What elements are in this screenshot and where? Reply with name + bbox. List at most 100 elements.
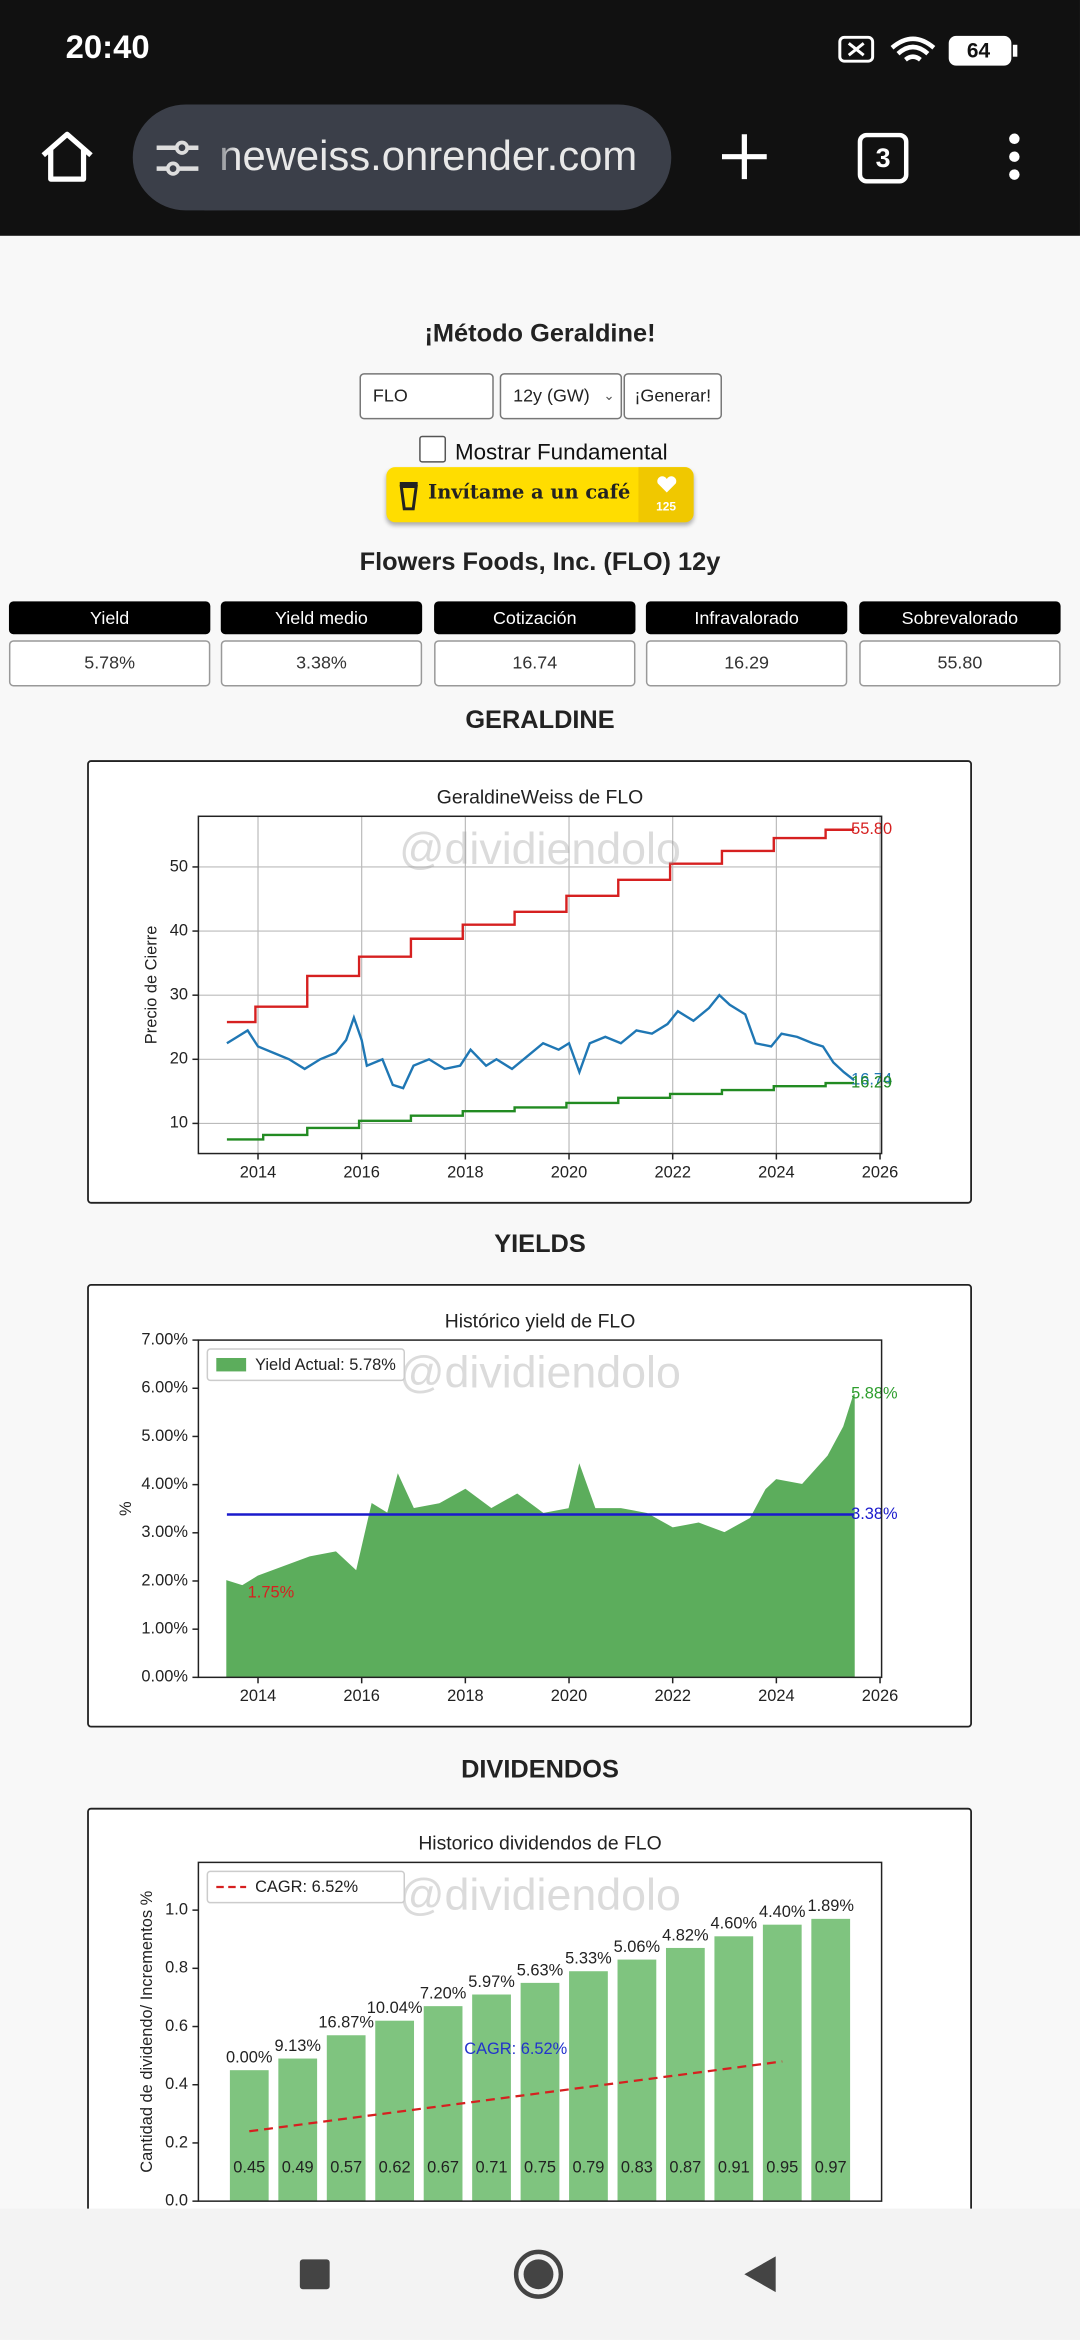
- generate-button[interactable]: ¡Generar!: [623, 373, 722, 420]
- y-axis-label: Cantidad de dividendo/ Incrementos %: [138, 1891, 156, 2173]
- section-heading: DIVIDENDOS: [461, 1754, 619, 1784]
- y-tick-label: 50: [170, 857, 188, 875]
- y-tick-label: 10: [170, 1114, 188, 1132]
- bar-value-label: 0.83: [621, 2159, 653, 2177]
- legend-swatch: [216, 1357, 247, 1372]
- back-button[interactable]: [744, 2256, 776, 2293]
- trend-line: [249, 2060, 783, 2133]
- coffee-counter: 125: [638, 467, 694, 523]
- nav-buttons: [299, 2249, 776, 2299]
- bar: [229, 2070, 269, 2202]
- watermark: @dividiendolo: [399, 1870, 681, 1920]
- y-tick-label: 7.00%: [141, 1330, 188, 1348]
- annotation: 5.88%: [851, 1384, 898, 1402]
- tab-count[interactable]: 3: [857, 132, 909, 184]
- x-tick-label: 2014: [240, 1687, 276, 1705]
- legend-box: [206, 1870, 405, 1904]
- x-tick-label: 2022: [654, 1163, 690, 1181]
- y-tick-label: 30: [170, 986, 188, 1004]
- x-tick-label: 2018: [447, 1687, 483, 1705]
- metric-value: 3.38%: [220, 640, 423, 687]
- y-tick-label: 1.0: [165, 1900, 188, 1918]
- increment-label: 16.87%: [318, 2014, 374, 2032]
- increment-label: 1.89%: [807, 1897, 854, 1915]
- checkbox[interactable]: [419, 435, 447, 463]
- coffee-button[interactable]: Invítame a un café 125: [386, 467, 694, 523]
- metric-value: 16.29: [645, 640, 848, 687]
- clock: 20:40: [65, 28, 150, 66]
- section-heading: YIELDS: [494, 1229, 586, 1259]
- increment-label: 5.63%: [517, 1961, 564, 1979]
- y-tick-label: 0.0: [165, 2191, 188, 2209]
- browser-bar: 20:40 64 neweiss.onrender.com 3: [0, 0, 1080, 236]
- watermark: @dividiendolo: [399, 824, 681, 874]
- increment-label: 4.40%: [759, 1903, 806, 1921]
- y-tick-label: 4.00%: [141, 1475, 188, 1493]
- y-tick-label: 0.6: [165, 2017, 188, 2035]
- home-nav-dot: [523, 2259, 554, 2290]
- page-title: ¡Método Geraldine!: [424, 319, 656, 348]
- address-bar[interactable]: neweiss.onrender.com: [132, 104, 672, 211]
- heart-icon: [657, 476, 677, 493]
- x-tick-label: 2024: [758, 1163, 794, 1181]
- legend-label: Yield Actual: 5.78%: [255, 1356, 396, 1374]
- chart-title: Historico dividendos de FLO: [418, 1833, 661, 1855]
- bar-value-label: 0.45: [233, 2159, 265, 2177]
- coffee-text: Invítame a un café: [428, 482, 631, 505]
- legend-label: CAGR: 6.52%: [255, 1878, 358, 1896]
- y-tick-label: 0.8: [165, 1959, 188, 1977]
- annotation: 16.29: [851, 1073, 892, 1091]
- y-tick-label: 20: [170, 1050, 188, 1068]
- y-tick-label: 0.00%: [141, 1668, 188, 1686]
- y-tick-label: 1.00%: [141, 1619, 188, 1637]
- annotation: 1.75%: [248, 1583, 295, 1601]
- metric-label: Sobrevalorado: [859, 601, 1061, 635]
- bar: [278, 2058, 318, 2202]
- bar-value-label: 0.97: [815, 2159, 847, 2177]
- battery-level: 64: [967, 40, 991, 63]
- increment-label: 5.97%: [468, 1973, 515, 1991]
- watermark: @dividiendolo: [399, 1348, 681, 1398]
- chart-title: GeraldineWeiss de FLO: [437, 787, 643, 809]
- home-button[interactable]: [39, 128, 96, 185]
- yield-area: [226, 1393, 855, 1678]
- increment-label: 7.20%: [420, 1985, 467, 2003]
- metric-value: 5.78%: [8, 640, 211, 687]
- period-value: 12y (GW): [513, 385, 590, 406]
- y-tick-label: 5.00%: [141, 1427, 188, 1445]
- bar-value-label: 0.79: [572, 2159, 604, 2177]
- bar-value-label: 0.95: [766, 2159, 798, 2177]
- checkbox-label[interactable]: Mostrar Fundamental: [454, 440, 668, 466]
- x-tick-label: 2024: [758, 1687, 794, 1705]
- price-line: [226, 993, 855, 1090]
- recents-button[interactable]: [299, 2259, 330, 2290]
- url: neweiss.onrender.com: [219, 132, 638, 180]
- x-tick-label: 2026: [862, 1163, 898, 1181]
- increment-label: 4.60%: [711, 1915, 758, 1933]
- x-tick-label: 2020: [551, 1687, 587, 1705]
- coffee-count: 125: [656, 499, 676, 514]
- bar-value-label: 0.49: [282, 2159, 314, 2177]
- period-select[interactable]: 12y (GW) ⌄: [499, 373, 623, 420]
- y-tick-label: 3.00%: [141, 1523, 188, 1541]
- y-tick-label: 0.4: [165, 2075, 188, 2093]
- home-nav-button[interactable]: [513, 2249, 564, 2299]
- cup-icon: [399, 482, 418, 511]
- site-settings-icon[interactable]: [154, 137, 202, 179]
- company-heading: Flowers Foods, Inc. (FLO) 12y: [359, 547, 721, 577]
- bar: [423, 2006, 463, 2202]
- metric-value: 55.80: [859, 640, 1061, 687]
- price-line: [226, 1081, 855, 1141]
- chart-title: Histórico yield de FLO: [445, 1310, 636, 1332]
- new-tab-button[interactable]: [719, 131, 770, 182]
- bar-value-label: 0.87: [669, 2159, 701, 2177]
- increment-label: 0.00%: [226, 2049, 273, 2067]
- ticker-input[interactable]: FLO: [359, 373, 494, 420]
- metric-label: Infravalorado: [645, 601, 848, 635]
- annotation: CAGR: 6.52%: [464, 2040, 567, 2058]
- menu-button[interactable]: [1002, 131, 1026, 182]
